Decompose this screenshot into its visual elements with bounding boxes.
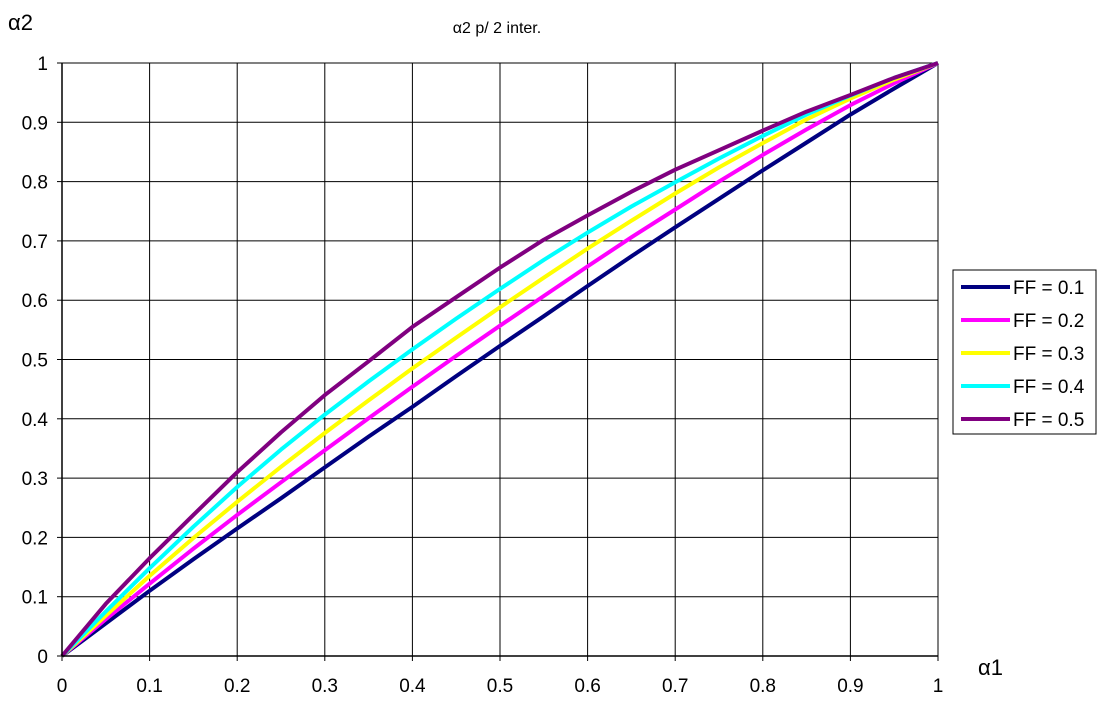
legend-label-5: FF = 0.5 — [1013, 410, 1084, 431]
x-tick-label: 0.8 — [750, 676, 776, 697]
legend-label-4: FF = 0.4 — [1013, 377, 1085, 398]
y-tick-label: 0 — [37, 647, 48, 668]
y-axis-label: α2 — [8, 10, 33, 35]
series-layer — [60, 61, 940, 658]
grid — [61, 62, 939, 657]
series-line-5 — [60, 61, 939, 658]
x-tick-labels: 0 0.1 0.2 0.3 0.4 0.5 0.6 0.7 0.8 0.9 1 — [57, 676, 944, 697]
x-tick-label: 0.1 — [136, 676, 162, 697]
series-line-1 — [60, 61, 940, 658]
series-line-3 — [60, 61, 939, 658]
x-tick-label: 0.7 — [662, 676, 688, 697]
y-tick-label: 0.2 — [22, 528, 48, 549]
x-axis-label: α1 — [978, 655, 1003, 680]
y-tick-label: 0.7 — [22, 232, 48, 253]
x-tick-label: 0 — [57, 676, 68, 697]
series-line-2 — [60, 61, 939, 658]
x-tick-label: 0.6 — [574, 676, 600, 697]
x-tick-label: 0.2 — [224, 676, 250, 697]
x-tick-label: 0.4 — [399, 676, 426, 697]
x-tick-label: 0.9 — [837, 676, 863, 697]
chart-title: α2 p/ 2 inter. — [453, 20, 541, 37]
x-tick-label: 1 — [933, 676, 944, 697]
axes — [57, 62, 939, 661]
y-tick-label: 0.5 — [22, 351, 48, 372]
y-tick-labels: 0 0.1 0.2 0.3 0.4 0.5 0.6 0.7 0.8 0.9 1 — [22, 54, 49, 668]
y-tick-label: 0.9 — [22, 113, 48, 134]
y-tick-label: 1 — [37, 54, 48, 75]
y-tick-label: 0.3 — [22, 469, 48, 490]
x-tick-label: 0.3 — [312, 676, 338, 697]
y-tick-label: 0.4 — [22, 410, 49, 431]
legend-label-2: FF = 0.2 — [1013, 311, 1084, 332]
x-tick-label: 0.5 — [487, 676, 513, 697]
series-line-4 — [60, 61, 939, 658]
legend-label-1: FF = 0.1 — [1013, 278, 1084, 299]
y-tick-label: 0.8 — [22, 173, 48, 194]
legend-label-3: FF = 0.3 — [1013, 344, 1084, 365]
legend: FF = 0.1 FF = 0.2 FF = 0.3 FF = 0.4 FF = 0.5 — [952, 269, 1097, 435]
y-tick-label: 0.1 — [22, 588, 48, 609]
y-tick-label: 0.6 — [22, 291, 48, 312]
